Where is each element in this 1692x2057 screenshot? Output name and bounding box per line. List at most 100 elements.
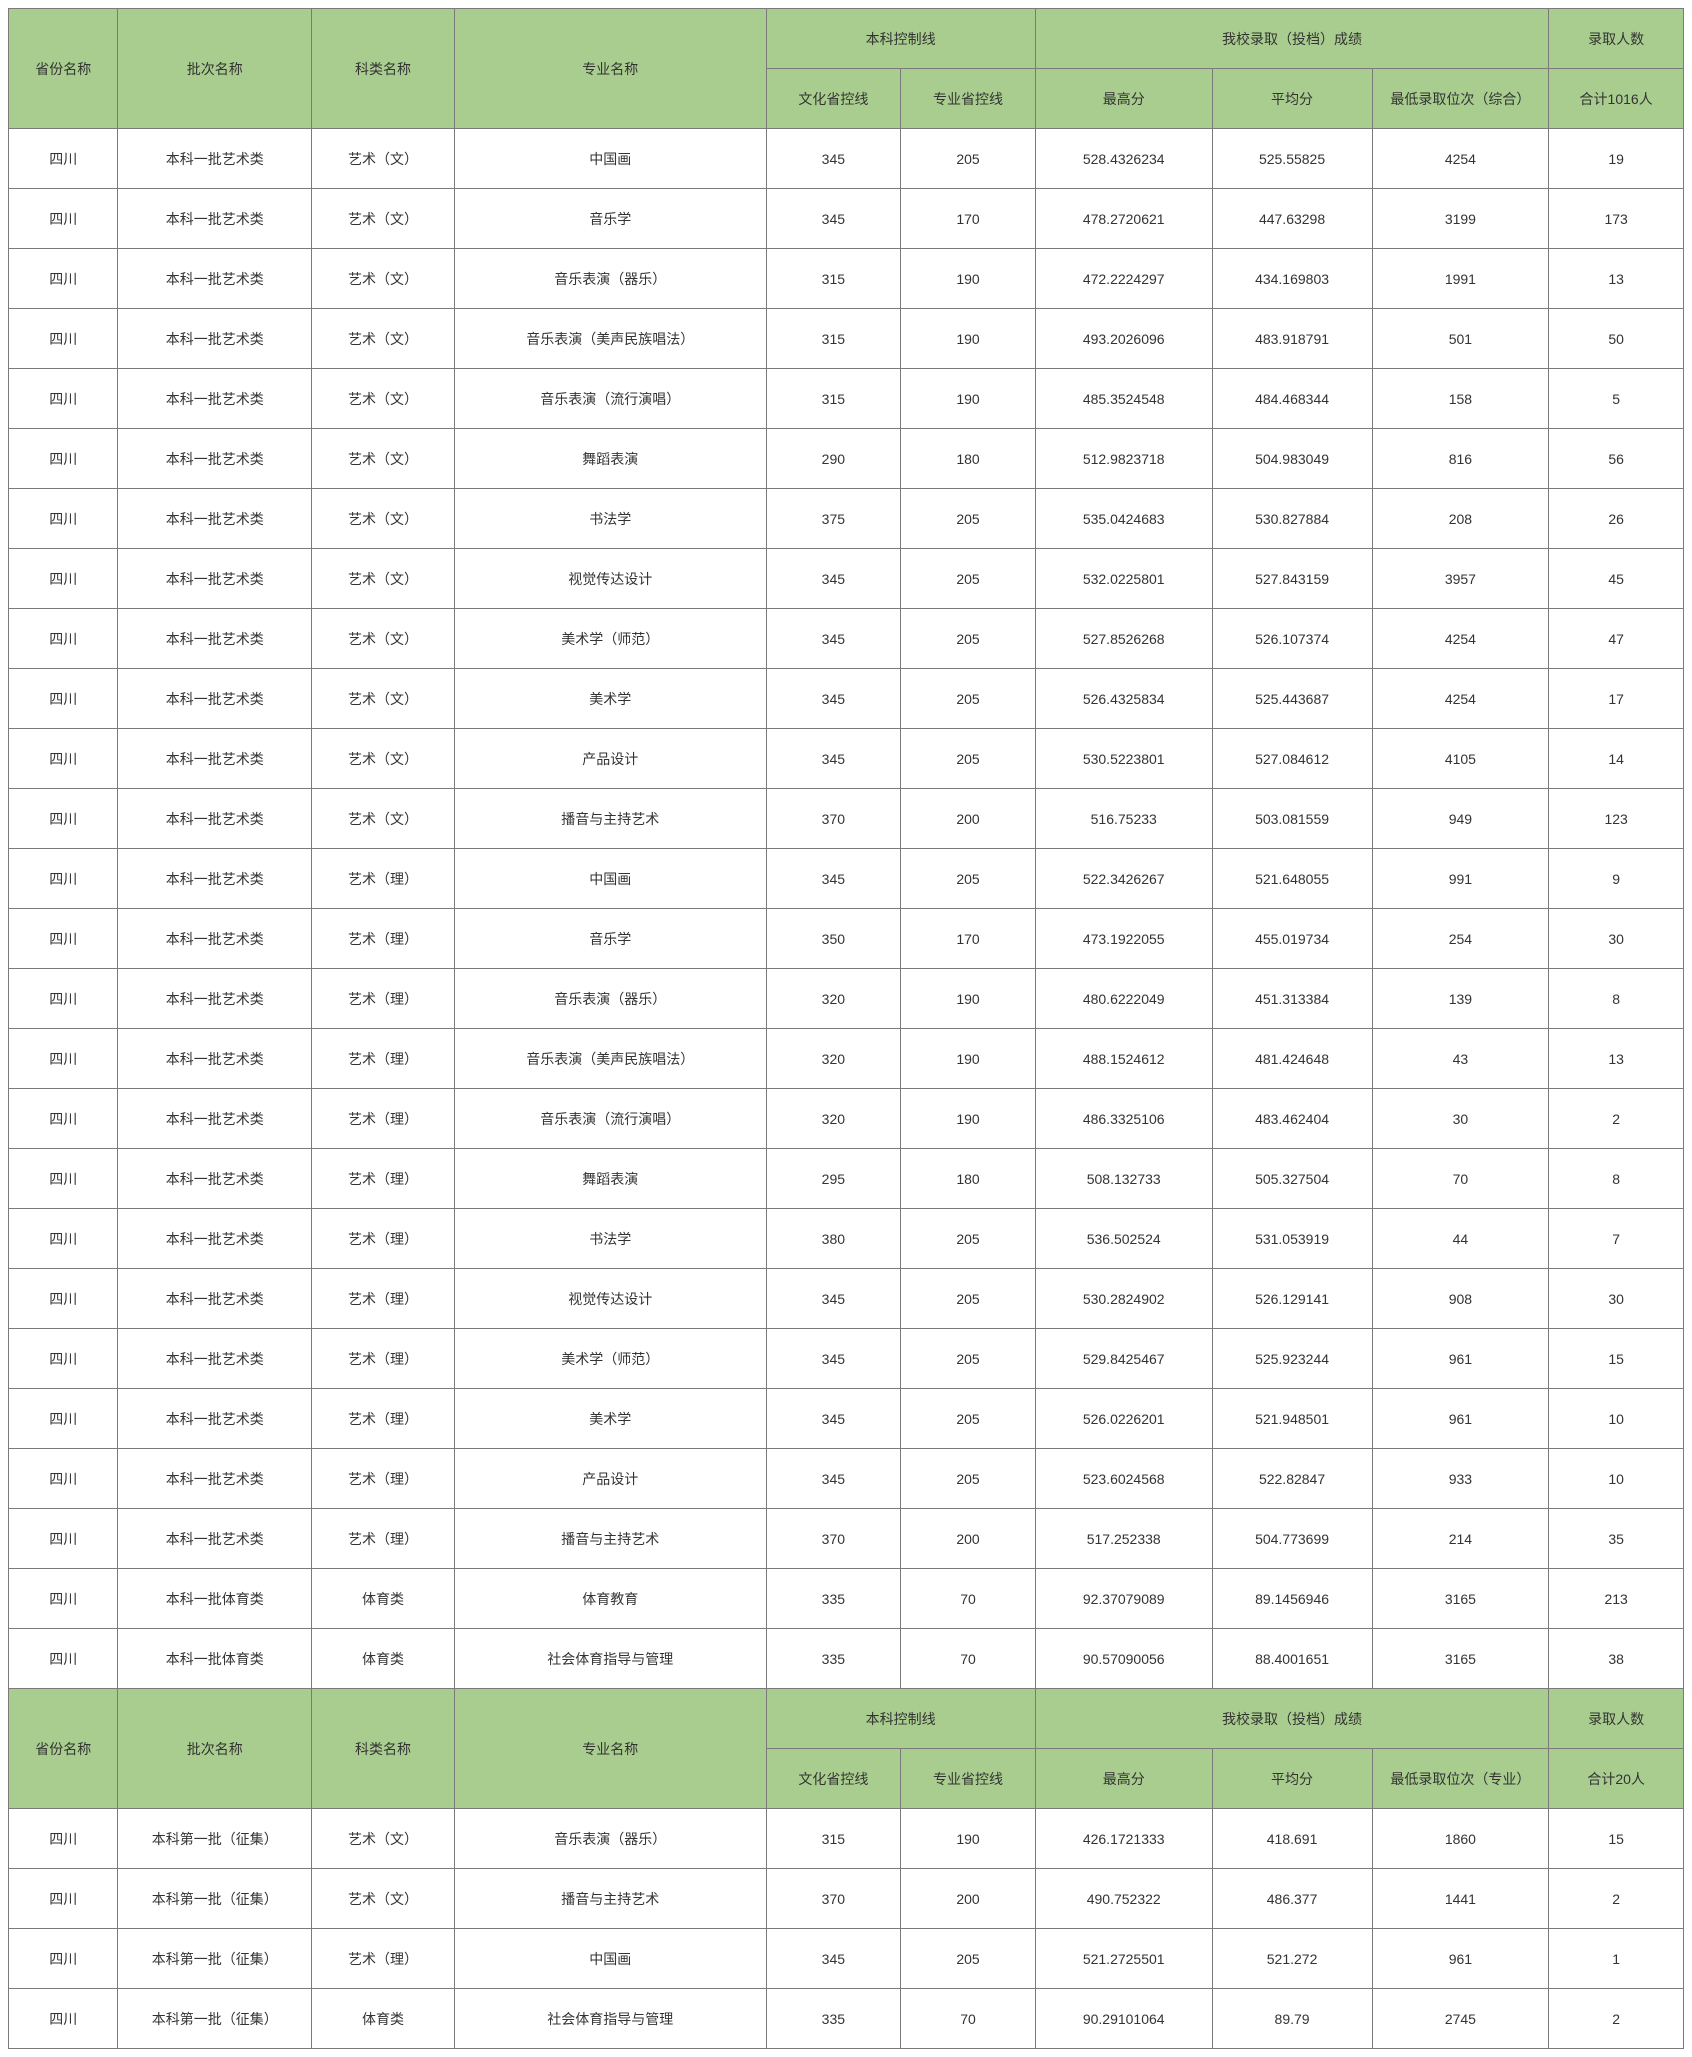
cell: 1441: [1372, 1869, 1549, 1929]
cell: 205: [901, 609, 1036, 669]
cell: 四川: [9, 549, 118, 609]
cell: 523.6024568: [1035, 1449, 1212, 1509]
cell: 音乐表演（美声民族唱法）: [455, 1029, 766, 1089]
table-row: 四川本科一批艺术类艺术（理）产品设计345205523.6024568522.8…: [9, 1449, 1684, 1509]
cell: 526.0226201: [1035, 1389, 1212, 1449]
cell: 214: [1372, 1509, 1549, 1569]
cell: 532.0225801: [1035, 549, 1212, 609]
cell: 485.3524548: [1035, 369, 1212, 429]
cell: 205: [901, 729, 1036, 789]
cell: 3957: [1372, 549, 1549, 609]
cell: 本科一批艺术类: [118, 129, 312, 189]
cell: 380: [766, 1209, 901, 1269]
table-row: 四川本科一批艺术类艺术（文）中国画345205528.4326234525.55…: [9, 129, 1684, 189]
cell: 205: [901, 1389, 1036, 1449]
cell: 335: [766, 1569, 901, 1629]
cell: 中国画: [455, 129, 766, 189]
cell: 艺术（理）: [312, 1149, 455, 1209]
cell: 200: [901, 789, 1036, 849]
cell: 9: [1549, 849, 1684, 909]
cell: 四川: [9, 1089, 118, 1149]
cell: 345: [766, 1269, 901, 1329]
cell: 四川: [9, 1209, 118, 1269]
cell: 490.752322: [1035, 1869, 1212, 1929]
cell: 书法学: [455, 1209, 766, 1269]
cell: 本科一批艺术类: [118, 189, 312, 249]
cell: 艺术（理）: [312, 1449, 455, 1509]
cell: 493.2026096: [1035, 309, 1212, 369]
cell: 504.983049: [1212, 429, 1372, 489]
cell: 四川: [9, 1029, 118, 1089]
cell: 170: [901, 189, 1036, 249]
cell: 本科第一批（征集）: [118, 1809, 312, 1869]
cell: 205: [901, 129, 1036, 189]
cell: 522.82847: [1212, 1449, 1372, 1509]
table-row: 四川本科一批艺术类艺术（理）舞蹈表演295180508.132733505.32…: [9, 1149, 1684, 1209]
cell: 205: [901, 1929, 1036, 1989]
table-row: 四川本科一批艺术类艺术（文）美术学（师范）345205527.852626852…: [9, 609, 1684, 669]
cell: 205: [901, 549, 1036, 609]
cell: 472.2224297: [1035, 249, 1212, 309]
cell: 434.169803: [1212, 249, 1372, 309]
cell: 345: [766, 189, 901, 249]
cell: 本科一批艺术类: [118, 849, 312, 909]
cell: 190: [901, 1809, 1036, 1869]
cell: 961: [1372, 1389, 1549, 1449]
cell: 15: [1549, 1329, 1684, 1389]
cell: 本科一批艺术类: [118, 1209, 312, 1269]
cell: 30: [1549, 909, 1684, 969]
cell: 2: [1549, 1989, 1684, 2049]
cell: 536.502524: [1035, 1209, 1212, 1269]
cell: 视觉传达设计: [455, 549, 766, 609]
cell: 四川: [9, 1389, 118, 1449]
table-row: 四川本科一批艺术类艺术（理）音乐表演（器乐）320190480.62220494…: [9, 969, 1684, 1029]
table-row: 四川本科一批艺术类艺术（理）视觉传达设计345205530.2824902526…: [9, 1269, 1684, 1329]
cell: 本科一批艺术类: [118, 249, 312, 309]
cell: 190: [901, 309, 1036, 369]
cell: 88.4001651: [1212, 1629, 1372, 1689]
cell: 本科一批艺术类: [118, 909, 312, 969]
cell: 舞蹈表演: [455, 1149, 766, 1209]
cell: 艺术（理）: [312, 849, 455, 909]
table-row: 四川本科一批艺术类艺术（理）音乐表演（流行演唱）320190486.332510…: [9, 1089, 1684, 1149]
cell: 190: [901, 1089, 1036, 1149]
cell: 艺术（理）: [312, 1929, 455, 1989]
cell: 961: [1372, 1929, 1549, 1989]
cell: 335: [766, 1629, 901, 1689]
cell: 526.107374: [1212, 609, 1372, 669]
col-rank: 最低录取位次（专业）: [1372, 1749, 1549, 1809]
cell: 56: [1549, 429, 1684, 489]
cell: 艺术（理）: [312, 909, 455, 969]
cell: 180: [901, 1149, 1036, 1209]
cell: 四川: [9, 1929, 118, 1989]
cell: 2: [1549, 1869, 1684, 1929]
cell: 中国画: [455, 1929, 766, 1989]
cell: 音乐表演（器乐）: [455, 249, 766, 309]
cell: 视觉传达设计: [455, 1269, 766, 1329]
cell: 345: [766, 1449, 901, 1509]
cell: 19: [1549, 129, 1684, 189]
cell: 527.8526268: [1035, 609, 1212, 669]
cell: 2745: [1372, 1989, 1549, 2049]
cell: 美术学: [455, 1389, 766, 1449]
cell: 961: [1372, 1329, 1549, 1389]
col-culture-line: 文化省控线: [766, 1749, 901, 1809]
table-row: 四川本科一批艺术类艺术（理）音乐学350170473.1922055455.01…: [9, 909, 1684, 969]
cell: 音乐表演（流行演唱）: [455, 1089, 766, 1149]
cell: 481.424648: [1212, 1029, 1372, 1089]
cell: 315: [766, 309, 901, 369]
cell: 512.9823718: [1035, 429, 1212, 489]
cell: 四川: [9, 1149, 118, 1209]
cell: 525.923244: [1212, 1329, 1372, 1389]
cell: 30: [1549, 1269, 1684, 1329]
table-row: 四川本科一批艺术类艺术（文）视觉传达设计345205532.0225801527…: [9, 549, 1684, 609]
cell: 92.37079089: [1035, 1569, 1212, 1629]
table-row: 四川本科一批艺术类艺术（理）中国画345205522.3426267521.64…: [9, 849, 1684, 909]
cell: 本科一批艺术类: [118, 309, 312, 369]
col-avg: 平均分: [1212, 1749, 1372, 1809]
admission-table: 省份名称 批次名称 科类名称 专业名称 本科控制线 我校录取（投档）成绩 录取人…: [8, 8, 1684, 2049]
cell: 4254: [1372, 609, 1549, 669]
cell: 529.8425467: [1035, 1329, 1212, 1389]
table-row: 四川本科一批艺术类艺术（文）舞蹈表演290180512.9823718504.9…: [9, 429, 1684, 489]
cell: 音乐表演（美声民族唱法）: [455, 309, 766, 369]
